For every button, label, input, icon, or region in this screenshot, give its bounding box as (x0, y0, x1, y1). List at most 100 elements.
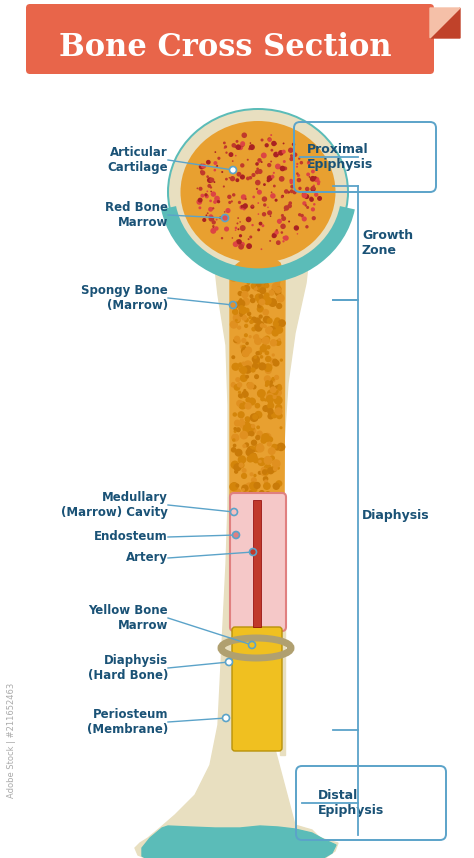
Circle shape (236, 427, 241, 432)
Circle shape (250, 427, 256, 434)
Circle shape (257, 202, 259, 204)
Circle shape (264, 271, 269, 276)
Circle shape (276, 413, 283, 420)
Circle shape (249, 235, 252, 239)
Circle shape (270, 359, 275, 364)
Circle shape (273, 482, 280, 490)
Circle shape (251, 439, 257, 446)
Circle shape (311, 170, 315, 173)
Circle shape (264, 375, 271, 383)
Circle shape (261, 467, 267, 474)
Circle shape (254, 287, 257, 291)
Circle shape (274, 199, 278, 202)
Circle shape (305, 187, 310, 191)
Circle shape (241, 291, 249, 299)
Circle shape (283, 166, 287, 171)
Circle shape (254, 446, 257, 450)
Circle shape (221, 237, 223, 239)
Circle shape (238, 462, 244, 468)
Circle shape (197, 188, 198, 190)
Circle shape (237, 228, 239, 230)
Circle shape (240, 242, 245, 247)
Circle shape (241, 286, 246, 291)
Circle shape (246, 448, 254, 456)
Circle shape (251, 356, 256, 361)
Circle shape (261, 472, 264, 475)
Circle shape (270, 339, 277, 347)
Circle shape (251, 204, 254, 208)
Circle shape (256, 426, 260, 429)
Circle shape (242, 350, 249, 357)
Circle shape (237, 411, 245, 419)
FancyBboxPatch shape (230, 493, 286, 631)
Circle shape (308, 160, 310, 163)
Circle shape (213, 161, 218, 165)
Circle shape (237, 382, 242, 388)
Circle shape (245, 417, 250, 422)
Circle shape (257, 228, 260, 232)
Circle shape (251, 173, 255, 177)
Circle shape (250, 445, 255, 450)
Circle shape (233, 427, 237, 431)
Circle shape (224, 227, 229, 232)
Circle shape (268, 138, 272, 142)
Circle shape (241, 485, 248, 492)
Circle shape (258, 314, 263, 318)
Circle shape (238, 390, 241, 394)
Circle shape (294, 226, 299, 231)
Circle shape (238, 402, 246, 409)
Circle shape (272, 459, 281, 468)
Circle shape (229, 274, 238, 282)
Circle shape (268, 290, 274, 296)
Circle shape (262, 212, 266, 216)
Circle shape (288, 221, 290, 222)
Circle shape (246, 177, 250, 180)
Circle shape (242, 349, 250, 357)
Circle shape (270, 134, 272, 136)
Circle shape (234, 384, 240, 390)
Circle shape (258, 299, 265, 305)
Circle shape (262, 405, 269, 412)
Text: Adobe Stock | #211652463: Adobe Stock | #211652463 (8, 682, 17, 798)
Circle shape (289, 202, 292, 205)
Circle shape (245, 308, 249, 313)
Circle shape (281, 231, 283, 234)
Circle shape (219, 216, 221, 219)
Circle shape (256, 297, 264, 305)
Circle shape (264, 492, 272, 499)
Circle shape (274, 389, 282, 396)
Circle shape (227, 209, 229, 212)
Circle shape (296, 166, 298, 167)
Circle shape (242, 273, 251, 281)
Circle shape (257, 190, 262, 195)
Circle shape (267, 442, 272, 446)
Circle shape (256, 188, 258, 190)
Circle shape (274, 498, 281, 505)
Circle shape (251, 317, 257, 323)
Circle shape (239, 420, 247, 429)
Circle shape (258, 294, 264, 299)
Circle shape (243, 203, 247, 208)
Circle shape (255, 351, 260, 355)
Circle shape (216, 166, 218, 167)
Circle shape (273, 462, 277, 465)
Circle shape (270, 193, 276, 199)
Circle shape (217, 200, 220, 203)
Circle shape (272, 287, 277, 293)
Text: Spongy Bone
(Marrow): Spongy Bone (Marrow) (81, 284, 168, 312)
Circle shape (232, 237, 233, 239)
Circle shape (248, 425, 255, 431)
Circle shape (264, 456, 273, 465)
Circle shape (209, 214, 213, 219)
Circle shape (276, 303, 283, 309)
Circle shape (262, 494, 270, 502)
Circle shape (225, 152, 228, 154)
Circle shape (206, 175, 209, 178)
Circle shape (239, 221, 241, 223)
Circle shape (255, 162, 259, 166)
Circle shape (223, 142, 226, 144)
Circle shape (200, 171, 205, 175)
Circle shape (267, 137, 272, 142)
Circle shape (244, 323, 248, 328)
Circle shape (277, 385, 283, 390)
